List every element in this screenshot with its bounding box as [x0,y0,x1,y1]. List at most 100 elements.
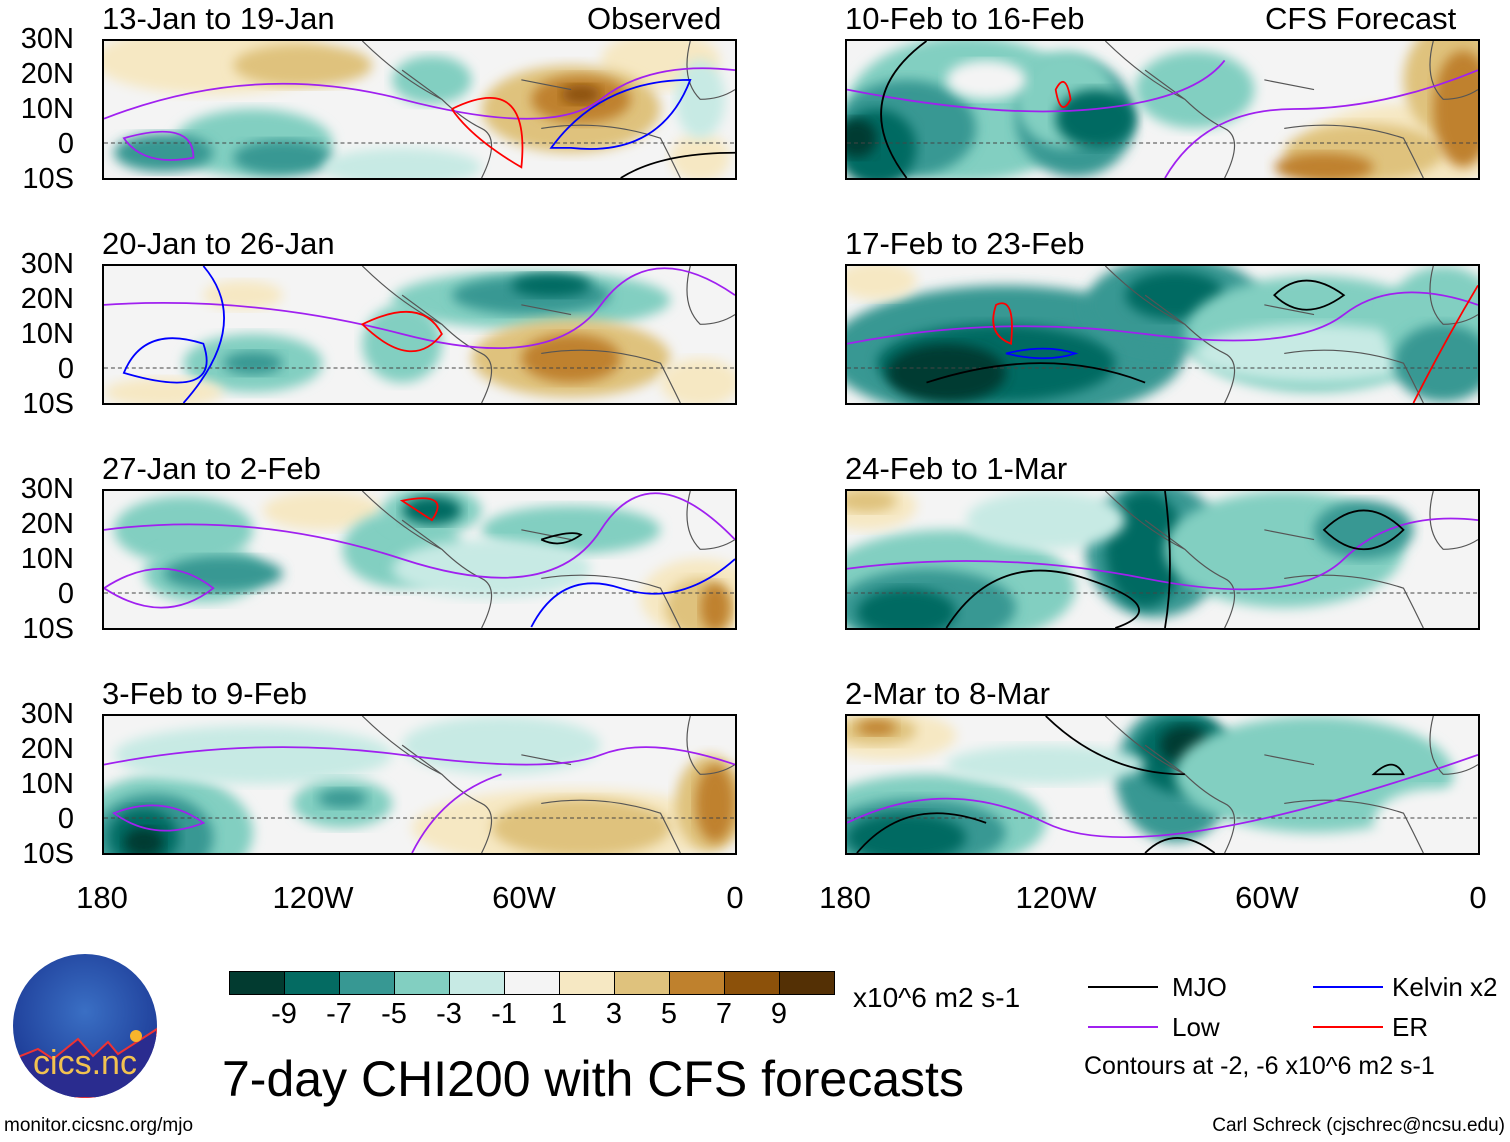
contour-line [182,266,225,403]
contour-line [1412,284,1478,403]
figure-title: 7-day CHI200 with CFS forecasts [222,1051,964,1107]
anomaly-region [402,495,462,526]
panel-title: 20-Jan to 26-Jan [102,226,335,261]
contour-line [847,291,1478,345]
lat-tick-label: 10N [20,318,74,350]
colorbar-tick-label: 9 [770,998,788,1030]
map-panel [102,489,737,630]
logo-text: cics.nc [33,1044,137,1082]
lat-tick-label: 30N [20,23,74,55]
anomaly-region [660,358,735,403]
anomaly-region [521,334,621,383]
lat-tick-label: 20N [20,508,74,540]
mountains-icon [13,1027,157,1098]
anomaly-region [946,60,1026,100]
contour-line [399,497,439,522]
contour-line [1144,837,1216,853]
map-panel [102,264,737,405]
er-line-icon [1313,1026,1383,1028]
contour-line [540,532,583,545]
anomaly-region [670,133,731,178]
colorbar-tick-label: -1 [491,998,517,1030]
contour-line [847,754,1478,838]
kelvin-line-icon [1313,986,1383,988]
anomaly-region [402,716,601,775]
contour-line [992,302,1013,345]
colorbar-swatch [395,972,450,994]
coastline [361,716,735,853]
anomaly-region [886,343,1006,403]
lat-tick-label: 10S [22,613,74,645]
lon-tick-label: 120W [272,880,354,915]
anomaly-region [104,377,224,403]
anomaly-region [561,84,601,105]
lat-tick-label: 0 [57,578,74,610]
lon-tick-label: 0 [1469,880,1487,915]
anomaly-region [163,556,283,592]
anomaly-region [113,133,214,173]
contour-line [1005,347,1079,360]
contours-note: Contours at -2, -6 x10^6 m2 s-1 [1084,1052,1435,1080]
contour-line [1164,491,1171,628]
contour-line [880,41,928,178]
contour-line [1273,279,1346,311]
contour-line [122,337,208,384]
anomaly-region [123,827,164,853]
anomaly-region [223,351,283,375]
anomaly-region [847,813,967,853]
contour-line [411,773,502,853]
lat-tick-label: 30N [20,248,74,280]
panel-title: 3-Feb to 9-Feb [102,676,308,711]
logo: cics.nc [13,954,157,1098]
lon-tick-label: 60W [1235,880,1299,915]
map-panel [845,39,1480,180]
anomaly-region [362,304,442,383]
coastline [1104,266,1478,403]
lat-tick-label: 10S [22,388,74,420]
lon-tick-label: 120W [1015,880,1097,915]
lon-tick-label: 60W [492,880,556,915]
lat-tick-label: 10N [20,768,74,800]
coastline [1104,491,1478,628]
contour-line [451,97,524,169]
anomaly-region [233,140,333,176]
panel-title: 24-Feb to 1-Mar [845,451,1068,486]
anomaly-region [262,491,383,530]
anomaly-region [700,583,731,628]
colorbar-tick-label: -9 [271,998,297,1030]
lat-tick-label: 10N [20,543,74,575]
lat-tick-label: 20N [20,283,74,315]
lat-tick-label: 30N [20,473,74,505]
panel-title: 10-Feb to 16-Feb [845,1,1085,36]
anomaly-region [317,788,368,809]
contour-line [104,746,735,766]
panel-title: 17-Feb to 23-Feb [845,226,1085,261]
anomaly-region [856,719,897,736]
anomaly-region [1373,788,1478,853]
anomaly-region [233,43,373,87]
panel-title: 2-Mar to 8-Mar [845,676,1050,711]
anomaly-region [946,745,1146,785]
colorbar-swatch [670,972,725,994]
panel-title: 27-Jan to 2-Feb [102,451,321,486]
colorbar-tick-label: 3 [605,998,623,1030]
contour-line [549,78,692,150]
colorbar-tick-label: -7 [326,998,352,1030]
anomaly-region [695,764,735,843]
anomaly-region [847,266,917,301]
colorbar-tick-label: -5 [381,998,407,1030]
colorbar-swatch [340,972,395,994]
lon-tick-label: 180 [819,880,871,915]
low-line-icon [1088,1026,1158,1028]
lat-tick-label: 10N [20,93,74,125]
units-label: x10^6 m2 s-1 [853,982,1021,1013]
anomaly-region [113,725,393,785]
contour-line [847,517,1478,591]
legend-low: Low [1172,1012,1220,1042]
panel-title: 13-Jan to 19-Jan [102,1,335,36]
contour-line [104,492,735,579]
mjo-line-icon [1088,986,1158,988]
legend-er: ER [1392,1012,1429,1042]
contour-line [1322,509,1405,551]
lon-tick-label: 180 [76,880,128,915]
